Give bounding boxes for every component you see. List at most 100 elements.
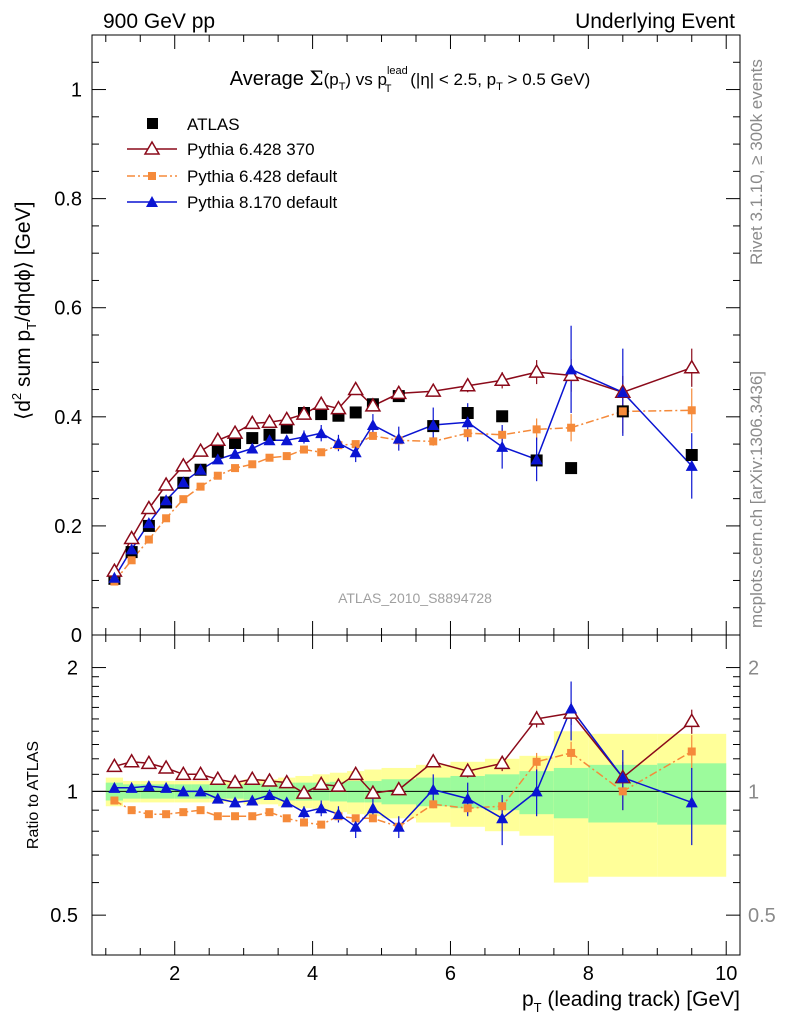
lower-point-pythia-8-170-default [392, 820, 405, 832]
y-tick-label: 0 [71, 625, 82, 647]
lower-point-pythia-6-428-370 [424, 753, 442, 768]
lower-point-pythia-6-428-default [110, 796, 119, 805]
upper-markers [106, 359, 701, 586]
lower-point-pythia-6-428-default [144, 810, 153, 819]
lower-point-pythia-8-170-default [125, 781, 138, 793]
upper-point-pythia-6-428-370 [364, 397, 382, 412]
legend: ATLAS Pythia 6.428 370 Pythia 6.428 defa… [127, 115, 338, 212]
lower-point-pythia-6-428-default [299, 818, 308, 827]
upper-point-atlas [229, 437, 242, 449]
upper-point-pythia-6-428-default [144, 535, 153, 544]
legend-item-pythia6-default: Pythia 6.428 default [127, 167, 338, 186]
upper-point-pythia-6-428-370 [424, 382, 442, 397]
lower-point-pythia-8-170-default [332, 808, 345, 820]
upper-point-pythia-6-428-370 [123, 529, 140, 545]
lower-point-pythia-6-428-370 [528, 710, 545, 725]
upper-point-pythia-6-428-default [368, 431, 377, 440]
upper-point-pythia-6-428-default [248, 460, 257, 469]
upper-point-atlas [685, 449, 698, 461]
lower-point-pythia-8-170-default [280, 796, 293, 808]
lower-point-pythia-6-428-370 [459, 762, 477, 777]
upper-point-pythia-6-428-370 [330, 400, 347, 415]
lower-point-pythia-8-170-default [263, 788, 276, 800]
lower-point-pythia-6-428-default [463, 804, 472, 813]
legend-label-pythia6-default: Pythia 6.428 default [187, 167, 338, 186]
lower-point-pythia-6-428-default [567, 748, 576, 757]
upper-point-pythia-6-428-default [282, 452, 291, 461]
plot-title: Average Σ(pT) vs plead T (|η| < 2.5, pT >… [230, 65, 591, 95]
legend-label-pythia8-default: Pythia 8.170 default [187, 193, 338, 212]
y-tick-label: 1 [71, 80, 82, 102]
lower-y-tick-labels: 0.5 0.5 1 1 2 2 [50, 658, 776, 928]
lower-point-pythia-6-428-370 [683, 712, 701, 728]
ratio-y-tick-label: 0.5 [50, 905, 78, 927]
upper-point-pythia-6-428-370 [528, 363, 545, 378]
upper-point-pythia-8-170-default [229, 447, 242, 459]
upper-point-pythia-8-170-default [392, 432, 405, 444]
uncertainty-band-green [553, 767, 589, 819]
legend-marker-pythia6-default [148, 172, 156, 180]
lower-point-pythia-8-170-default [160, 781, 173, 793]
upper-point-pythia-6-428-default [532, 425, 541, 434]
lower-point-pythia-6-428-default [265, 808, 274, 817]
lower-point-pythia-6-428-370 [123, 753, 140, 768]
lower-point-pythia-6-428-default [429, 800, 438, 809]
upper-point-pythia-6-428-default [317, 448, 326, 457]
ratio-y-tick-label: 1 [67, 781, 78, 803]
upper-point-atlas [496, 410, 509, 423]
upper-point-pythia-8-170-default [685, 459, 698, 471]
lower-point-pythia-6-428-370 [312, 775, 330, 791]
upper-point-pythia-6-428-370 [226, 424, 244, 439]
upper-point-pythia-6-428-370 [493, 371, 511, 387]
upper-point-pythia-8-170-default [194, 463, 207, 475]
lower-point-pythia-8-170-default [297, 806, 310, 818]
lower-point-pythia-6-428-default [282, 814, 291, 823]
legend-marker-pythia8-default [146, 196, 158, 207]
upper-point-atlas [211, 445, 224, 458]
lower-point-pythia-6-428-370 [140, 754, 158, 770]
lower-point-pythia-8-170-default [194, 785, 207, 797]
upper-point-pythia-8-170-default [332, 437, 345, 448]
lower-point-pythia-8-170-default [461, 792, 474, 804]
upper-point-pythia-6-428-370 [278, 411, 296, 426]
lower-point-pythia-8-170-default [366, 802, 379, 814]
upper-point-pythia-6-428-370 [157, 476, 175, 491]
upper-point-pythia-6-428-370 [459, 377, 477, 392]
ratio-y-axis-label: Ratio to ATLAS [25, 741, 42, 849]
lower-point-pythia-6-428-default [498, 802, 507, 811]
legend-item-pythia8-default: Pythia 8.170 default [127, 193, 338, 212]
lower-point-pythia-6-428-default [231, 812, 240, 821]
lower-point-pythia-6-428-370 [347, 765, 364, 781]
upper-point-pythia-8-170-default [496, 440, 509, 452]
lower-point-pythia-8-170-default [246, 794, 259, 806]
lower-point-pythia-8-170-default [177, 785, 190, 797]
lower-point-pythia-8-170-default [496, 812, 509, 824]
y-axis-label: ⟨d2 sum pT/dηdϕ⟩ [GeV] [9, 202, 39, 420]
upper-line-pythia-6-428-default [113, 409, 692, 582]
upper-point-pythia-8-170-default [315, 427, 328, 439]
legend-label-pythia6-370: Pythia 6.428 370 [187, 140, 315, 159]
lower-point-pythia-6-428-370 [157, 759, 175, 774]
x-tick-label: 8 [583, 963, 594, 985]
y-tick-label: 0.2 [54, 516, 82, 538]
ratio-y-tick-label-right: 2 [748, 658, 759, 680]
lower-point-pythia-6-428-default [532, 757, 541, 766]
lower-point-pythia-6-428-default [179, 808, 188, 817]
lower-point-pythia-6-428-370 [192, 765, 209, 781]
lower-point-pythia-6-428-default [618, 787, 627, 796]
y-tick-label: 0.8 [54, 189, 82, 211]
x-tick-label: 10 [715, 963, 737, 985]
upper-point-pythia-8-170-default [366, 419, 379, 430]
upper-point-pythia-6-428-default [213, 471, 222, 480]
upper-point-pythia-6-428-default [463, 429, 472, 438]
upper-point-pythia-6-428-370 [295, 405, 313, 420]
lower-point-pythia-6-428-370 [175, 765, 192, 781]
upper-point-pythia-8-170-default [263, 434, 276, 446]
upper-point-atlas [461, 407, 474, 419]
lower-point-pythia-6-428-370 [330, 777, 347, 792]
lower-markers [106, 702, 701, 832]
header-left: 900 GeV pp [103, 10, 215, 33]
x-tick-label: 6 [445, 963, 456, 985]
upper-point-pythia-8-170-default [108, 571, 121, 583]
upper-point-pythia-6-428-370 [243, 414, 261, 430]
